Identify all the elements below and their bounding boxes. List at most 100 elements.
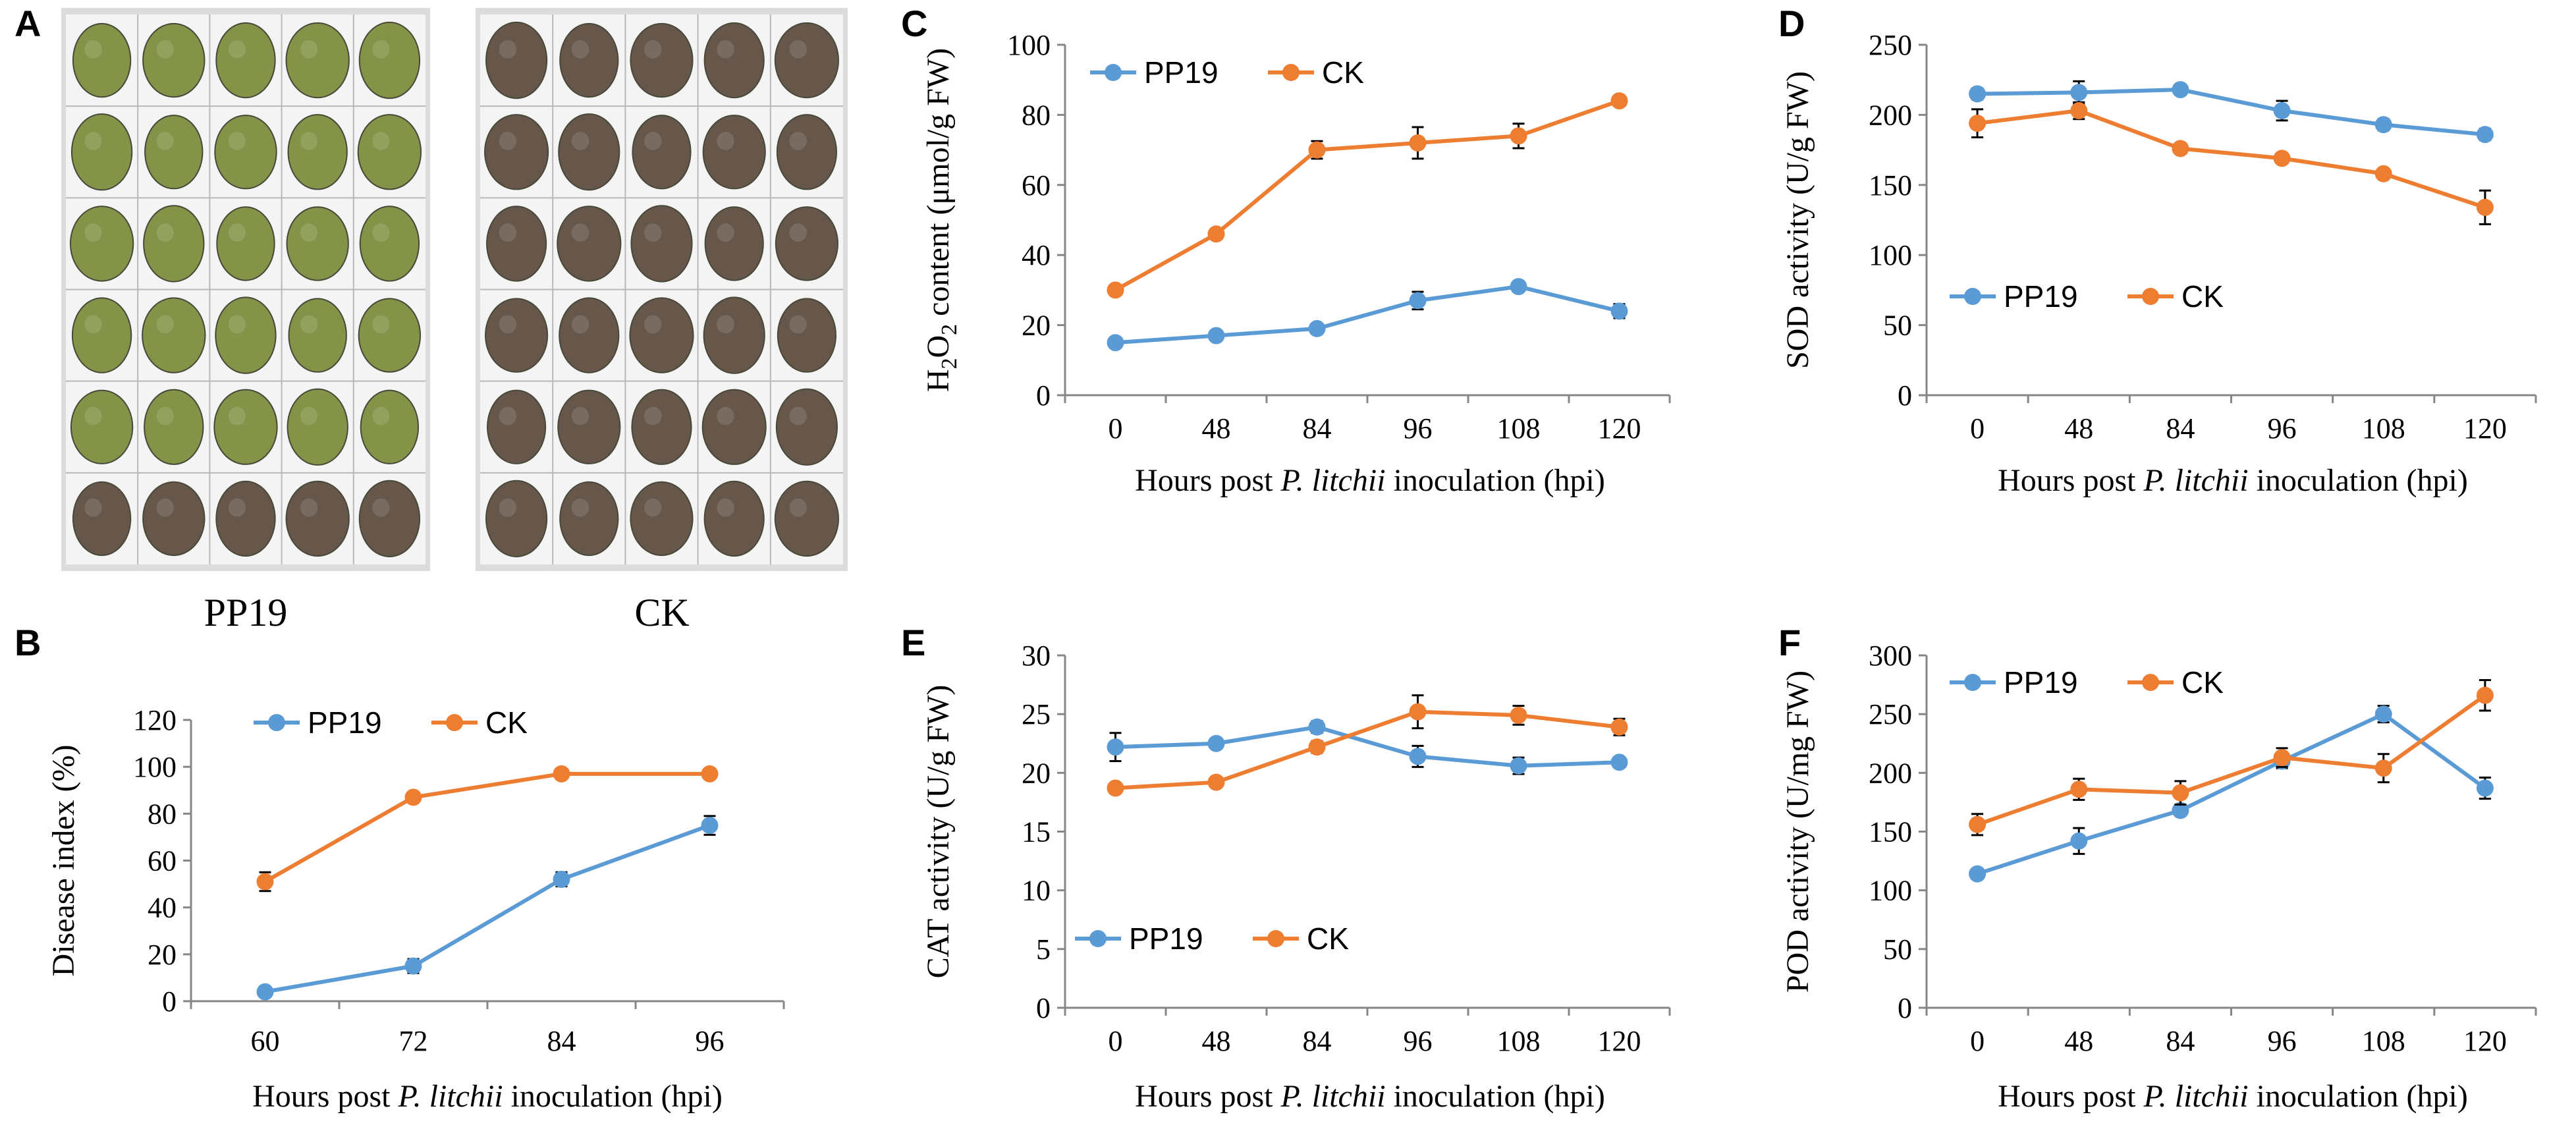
y-axis-title-part: 2	[937, 358, 962, 370]
series-line-pp19	[1113, 285, 1622, 345]
legend-marker-pp19	[1105, 64, 1122, 81]
panel-letter-f: F	[1778, 622, 1801, 663]
x-axis-title-suffix: inoculation (hpi)	[1386, 463, 1605, 498]
fruit-highlight	[372, 132, 390, 150]
fruit-highlight	[300, 498, 318, 517]
x-tick-label: 72	[399, 1025, 428, 1057]
legend-marker-ck	[1267, 930, 1284, 947]
fruit	[559, 481, 619, 557]
fruit	[701, 389, 767, 465]
x-axis-title-species: P. litchii	[1280, 1079, 1385, 1114]
data-point-ck	[1207, 225, 1225, 243]
fruit	[485, 21, 548, 99]
data-point-pp19	[2172, 81, 2189, 99]
y-tick-label: 20	[1022, 757, 1051, 789]
fruit	[557, 389, 621, 464]
photo-label-pp19: PP19	[204, 591, 288, 634]
data-point-pp19	[1610, 302, 1628, 320]
panel-e-cat-chart: E 0 5 10 15 20 25 30 0 48 84 96 108 120 CAT activity (…	[901, 622, 1671, 1114]
legend-label-ck: CK	[485, 705, 528, 740]
data-point-ck	[2476, 686, 2494, 704]
fruit-highlight	[84, 315, 102, 334]
y-tick-label: 250	[1869, 29, 1912, 61]
x-tick-label: 60	[251, 1025, 280, 1057]
fruit	[632, 115, 692, 190]
y-tick-label: 10	[1022, 875, 1051, 907]
y-tick-label: 120	[133, 704, 177, 736]
fruit	[144, 389, 204, 465]
legend-label-pp19: PP19	[1129, 921, 1203, 956]
fruit	[287, 388, 348, 466]
legend-label-ck: CK	[2181, 279, 2224, 314]
x-tick-label: 96	[2268, 1025, 2297, 1057]
pp19-fruit-grid	[66, 14, 425, 564]
data-point-pp19	[2374, 705, 2392, 723]
data-point-pp19	[1969, 865, 1987, 883]
x-tick-label: 96	[1404, 1025, 1433, 1057]
fruit-highlight	[156, 315, 174, 334]
panel-letter-d: D	[1778, 3, 1805, 44]
fruit-highlight	[717, 406, 734, 426]
data-point-pp19	[2476, 779, 2494, 797]
fruit	[630, 205, 693, 283]
fruit	[358, 298, 422, 373]
fruit-highlight	[571, 132, 589, 150]
x-tick-label: 48	[2064, 1025, 2093, 1057]
fruit	[142, 297, 206, 373]
y-tick-label: 50	[1883, 310, 1912, 342]
y-tick-label: 250	[1869, 698, 1912, 730]
fruit-highlight	[644, 40, 662, 59]
data-point-ck	[1107, 779, 1124, 797]
fruit	[142, 22, 206, 98]
fruit-highlight	[717, 223, 734, 242]
data-point-pp19	[1409, 748, 1427, 765]
x-tick-label: 0	[1109, 1025, 1123, 1057]
data-point-pp19	[2374, 116, 2392, 134]
y-axis-title: POD activity (U/mg FW)	[1780, 671, 1815, 993]
x-tick-label: 48	[1202, 412, 1231, 445]
y-tick-label: 0	[162, 985, 177, 1018]
panel-d-sod-chart: D 0 50 100 150 200 250 0 48 84 96 108 120 SOD activit…	[1778, 3, 2537, 498]
fruit	[558, 113, 620, 191]
fruit-highlight	[717, 40, 734, 59]
fruit-highlight	[789, 315, 807, 334]
x-tick-label: 96	[2268, 412, 2297, 445]
x-tick-label: 0	[1970, 1025, 1985, 1057]
y-tick-label: 300	[1869, 640, 1912, 672]
fruit-highlight	[499, 132, 517, 150]
x-axis-title-species: P. litchii	[397, 1079, 503, 1114]
fruit	[774, 22, 839, 99]
data-point-ck	[2374, 165, 2392, 182]
fruit-highlight	[499, 315, 517, 334]
data-point-pp19	[2273, 102, 2291, 120]
legend-label-ck: CK	[2181, 665, 2224, 700]
fruit-highlight	[228, 315, 246, 334]
x-axis-title-suffix: inoculation (hpi)	[2249, 1079, 2468, 1114]
fruit-highlight	[499, 406, 517, 426]
x-tick-label: 120	[1598, 1025, 1641, 1057]
y-tick-label: 100	[133, 751, 177, 783]
fruit-highlight	[717, 132, 734, 150]
fruit	[287, 114, 348, 190]
fruit	[487, 389, 547, 464]
fruit	[285, 480, 350, 557]
x-tick-label: 108	[1497, 412, 1541, 445]
fruit-highlight	[372, 40, 390, 59]
legend-label-pp19: PP19	[308, 705, 382, 740]
fruit	[630, 22, 694, 98]
fruit	[484, 114, 549, 190]
legend-marker-pp19	[268, 714, 285, 731]
data-point-ck	[2476, 198, 2494, 216]
fruit	[288, 298, 347, 373]
series-line-ck	[263, 771, 712, 884]
data-point-ck	[553, 765, 570, 783]
y-tick-label: 80	[148, 798, 177, 830]
x-tick-label: 84	[1303, 1025, 1332, 1057]
fruit	[216, 206, 275, 281]
fruit	[360, 389, 420, 464]
data-point-pp19	[553, 870, 570, 888]
fruit	[486, 206, 547, 282]
fruit-highlight	[84, 40, 102, 59]
